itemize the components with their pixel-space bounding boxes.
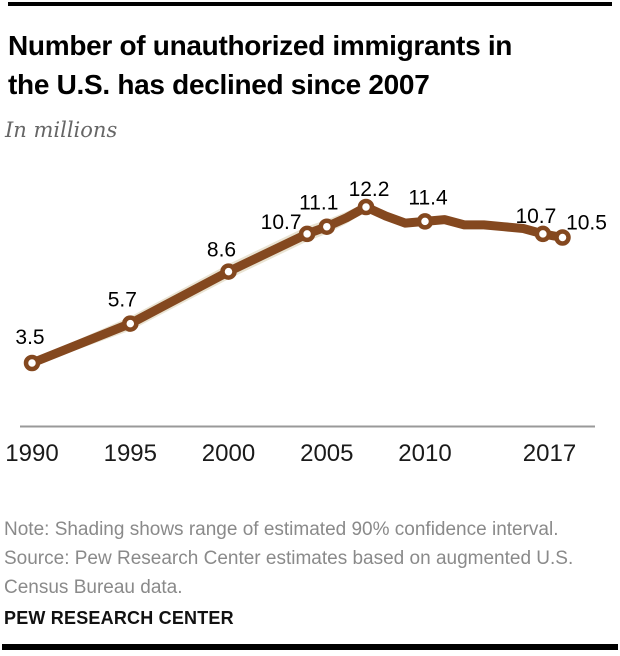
data-point-marker bbox=[122, 315, 139, 332]
data-point-label: 3.5 bbox=[15, 326, 44, 349]
data-point-marker bbox=[298, 225, 316, 243]
source-line: Source: Pew Research Center estimates ba… bbox=[4, 548, 574, 569]
chart-subtitle: In millions bbox=[5, 118, 118, 142]
x-axis-tick-label: 2005 bbox=[300, 440, 353, 467]
data-point-marker bbox=[357, 198, 375, 216]
note-line: Note: Shading shows range of estimated 9… bbox=[4, 519, 559, 540]
data-point-label: 10.7 bbox=[261, 211, 302, 234]
data-point-label: 10.7 bbox=[515, 205, 556, 228]
x-axis-tick-label: 2010 bbox=[398, 440, 451, 467]
data-point-marker bbox=[23, 354, 41, 372]
data-point-marker bbox=[416, 213, 434, 230]
data-point-marker bbox=[220, 263, 237, 280]
data-point-label: 11.1 bbox=[299, 192, 338, 215]
chart-title: Number of unauthorized immigrants in the… bbox=[8, 26, 612, 104]
chart-notes: Note: Shading shows range of estimated 9… bbox=[4, 515, 616, 602]
source-line-2: Census Bureau data. bbox=[4, 577, 183, 598]
data-point-label: 12.2 bbox=[349, 178, 390, 201]
data-point-marker bbox=[534, 225, 552, 243]
chart-title-line2: the U.S. has declined since 2007 bbox=[8, 69, 430, 100]
data-point-marker bbox=[318, 218, 336, 235]
data-point-label: 11.4 bbox=[408, 186, 448, 209]
bottom-rule bbox=[2, 644, 618, 650]
data-point-label: 10.5 bbox=[566, 212, 607, 235]
x-axis-tick-label: 2017 bbox=[523, 440, 576, 467]
trend-line bbox=[27, 202, 567, 368]
data-point-marker bbox=[554, 229, 571, 246]
x-axis-tick-label: 1990 bbox=[5, 440, 58, 467]
top-rule bbox=[8, 2, 612, 6]
data-point-label: 5.7 bbox=[108, 289, 137, 312]
x-axis-tick-label: 1995 bbox=[104, 440, 157, 467]
x-axis-tick-label: 2000 bbox=[202, 440, 255, 467]
data-point-label: 8.6 bbox=[207, 239, 236, 262]
pew-research-center-wordmark: PEW RESEARCH CENTER bbox=[4, 608, 234, 628]
chart-title-line1: Number of unauthorized immigrants in bbox=[8, 30, 513, 61]
